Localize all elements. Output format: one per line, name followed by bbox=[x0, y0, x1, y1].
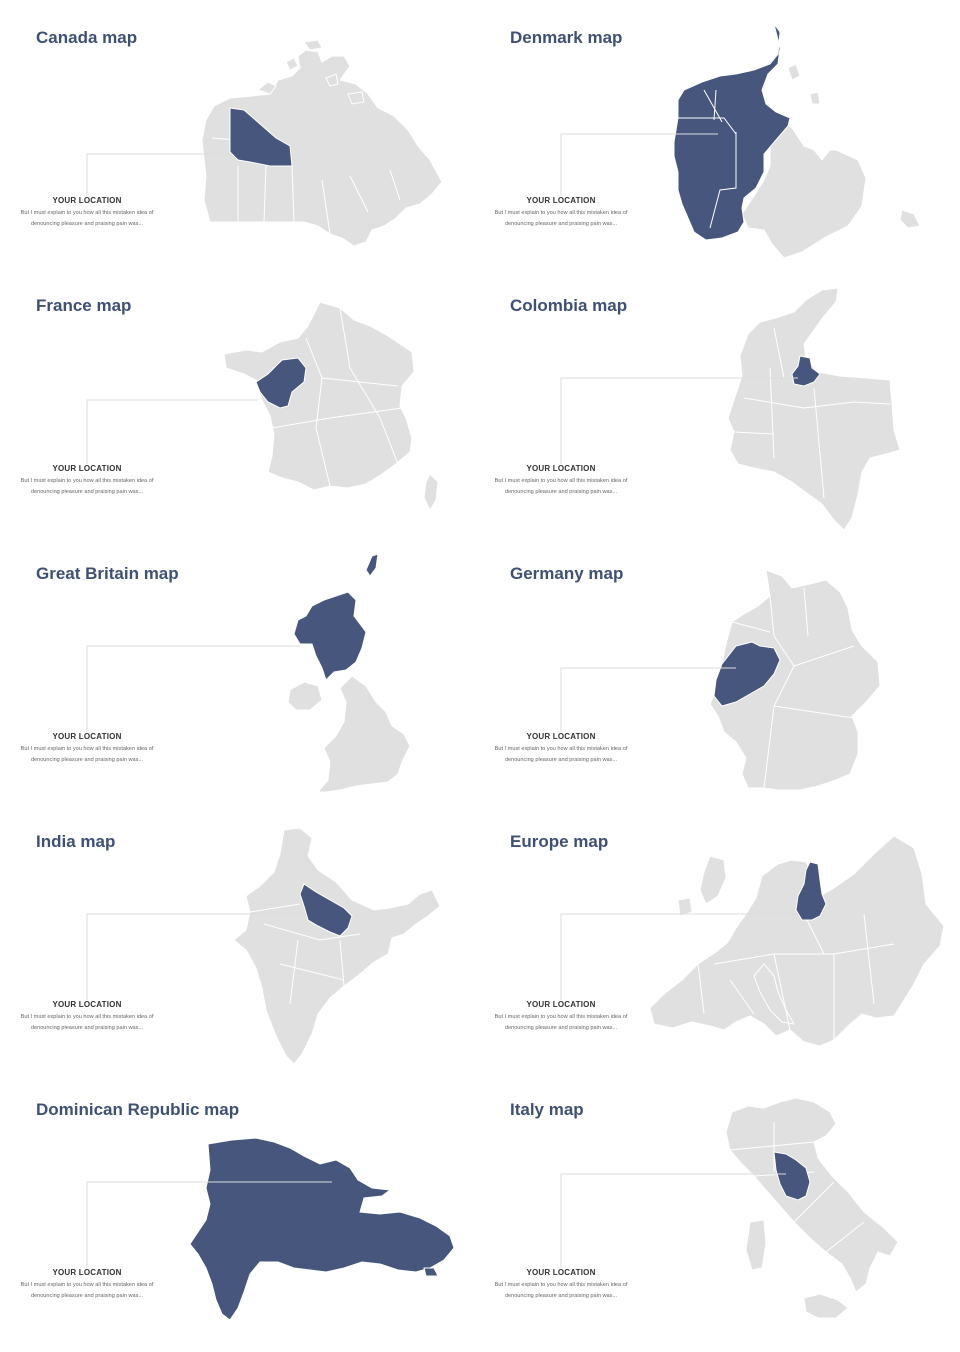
region-shape bbox=[709, 569, 881, 791]
france-map bbox=[86, 301, 439, 512]
location-title: YOUR LOCATION bbox=[526, 1000, 596, 1009]
highlighted-region bbox=[229, 107, 293, 167]
highlighted-region bbox=[423, 1267, 439, 1277]
region-shape bbox=[423, 473, 439, 512]
map-panel-india: India map YOUR LOCATION But I must expla… bbox=[0, 804, 474, 1072]
highlighted-region bbox=[189, 1137, 455, 1321]
map-panel-france: France map YOUR LOCATION But I must expl… bbox=[0, 268, 474, 536]
region-shape bbox=[733, 327, 891, 499]
leader-line bbox=[560, 133, 718, 196]
germany-map bbox=[560, 569, 881, 791]
map-title: Great Britain map bbox=[36, 564, 179, 583]
highlighted-region bbox=[773, 1151, 811, 1201]
location-description: But I must explain to you how all this m… bbox=[20, 478, 154, 495]
location-description: But I must explain to you how all this m… bbox=[20, 1282, 154, 1299]
location-title: YOUR LOCATION bbox=[52, 1268, 122, 1277]
location-title: YOUR LOCATION bbox=[526, 464, 596, 473]
region-shape bbox=[256, 39, 365, 105]
region-shape bbox=[271, 307, 403, 487]
region-shape bbox=[287, 681, 323, 711]
leader-line bbox=[86, 399, 258, 464]
map-title: Italy map bbox=[510, 1100, 584, 1119]
location-title: YOUR LOCATION bbox=[52, 196, 122, 205]
great-britain-map bbox=[86, 553, 411, 793]
map-panel-germany: Germany map YOUR LOCATION But I must exp… bbox=[474, 536, 948, 804]
canada-map bbox=[86, 39, 443, 247]
leader-line bbox=[86, 153, 232, 196]
location-title: YOUR LOCATION bbox=[526, 732, 596, 741]
region-shape bbox=[753, 963, 795, 1025]
dominican-republic-map bbox=[86, 1137, 455, 1321]
map-title: Europe map bbox=[510, 832, 609, 851]
region-shape bbox=[201, 49, 443, 247]
region-shape bbox=[745, 1219, 849, 1319]
region-shape bbox=[316, 675, 411, 793]
map-title: Dominican Republic map bbox=[36, 1100, 240, 1119]
map-title: Colombia map bbox=[510, 296, 628, 315]
location-description: But I must explain to you how all this m… bbox=[494, 1014, 628, 1031]
region-shape bbox=[233, 827, 441, 1065]
location-description: But I must explain to you how all this m… bbox=[494, 478, 628, 495]
europe-map bbox=[560, 835, 945, 1047]
region-shape bbox=[678, 89, 737, 229]
highlighted-region bbox=[255, 357, 307, 409]
region-shape bbox=[697, 913, 895, 1040]
region-shape bbox=[211, 137, 401, 235]
map-title: Germany map bbox=[510, 564, 624, 583]
leader-line bbox=[560, 667, 736, 732]
leader-line bbox=[560, 1173, 786, 1268]
location-title: YOUR LOCATION bbox=[52, 1000, 122, 1009]
location-description: But I must explain to you how all this m… bbox=[494, 1282, 628, 1299]
colombia-map bbox=[560, 287, 901, 531]
location-description: But I must explain to you how all this m… bbox=[494, 746, 628, 763]
location-title: YOUR LOCATION bbox=[526, 1268, 596, 1277]
highlighted-region bbox=[293, 591, 367, 681]
map-panel-dominican-republic: Dominican Republic map YOUR LOCATION But… bbox=[0, 1072, 474, 1340]
location-description: But I must explain to you how all this m… bbox=[494, 210, 628, 227]
region-shape bbox=[731, 587, 855, 789]
leader-line bbox=[86, 1181, 332, 1268]
map-panel-italy: Italy map YOUR LOCATION But I must expla… bbox=[474, 1072, 948, 1340]
region-shape bbox=[787, 63, 921, 229]
highlighted-region bbox=[673, 23, 791, 241]
region-shape bbox=[223, 301, 415, 491]
leader-line bbox=[560, 377, 798, 464]
denmark-map bbox=[560, 23, 921, 259]
highlighted-region bbox=[299, 883, 353, 937]
location-description: But I must explain to you how all this m… bbox=[20, 210, 154, 227]
highlighted-region bbox=[365, 553, 379, 577]
india-map bbox=[86, 827, 441, 1065]
highlighted-region bbox=[795, 861, 827, 921]
map-panel-denmark: Denmark map YOUR LOCATION But I must exp… bbox=[474, 0, 948, 268]
region-shape bbox=[741, 119, 867, 259]
location-description: But I must explain to you how all this m… bbox=[20, 746, 154, 763]
region-shape bbox=[727, 287, 901, 531]
italy-map bbox=[560, 1097, 899, 1319]
map-title: Denmark map bbox=[510, 28, 623, 47]
location-description: But I must explain to you how all this m… bbox=[20, 1014, 154, 1031]
map-panel-europe: Europe map YOUR LOCATION But I must expl… bbox=[474, 804, 948, 1072]
highlighted-region bbox=[713, 641, 781, 707]
leader-line bbox=[86, 645, 300, 732]
region-shape bbox=[729, 1122, 865, 1253]
location-title: YOUR LOCATION bbox=[52, 464, 122, 473]
location-title: YOUR LOCATION bbox=[52, 732, 122, 741]
region-shape bbox=[249, 903, 361, 1005]
map-panel-canada: Canada map YOUR LOCATION But I must expl… bbox=[0, 0, 474, 268]
leader-line bbox=[86, 913, 306, 1000]
location-title: YOUR LOCATION bbox=[526, 196, 596, 205]
region-shape bbox=[649, 835, 945, 1047]
leader-line bbox=[560, 913, 798, 1000]
highlighted-region bbox=[791, 355, 821, 387]
map-title: Canada map bbox=[36, 28, 138, 47]
map-panel-great-britain: Great Britain map YOUR LOCATION But I mu… bbox=[0, 536, 474, 804]
map-title: France map bbox=[36, 296, 132, 315]
map-title: India map bbox=[36, 832, 116, 851]
region-shape bbox=[677, 855, 727, 917]
map-panel-colombia: Colombia map YOUR LOCATION But I must ex… bbox=[474, 268, 948, 536]
